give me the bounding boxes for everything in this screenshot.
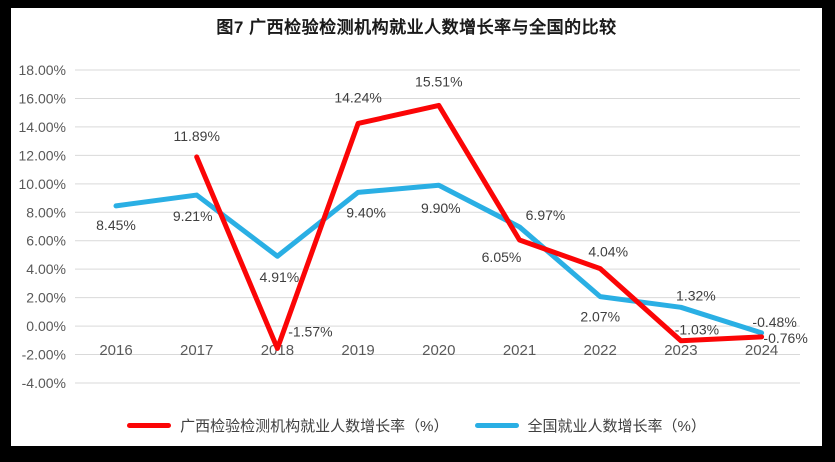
y-axis-tick-label: 4.00% bbox=[26, 261, 66, 277]
data-label: -1.57% bbox=[288, 323, 332, 339]
data-label: 2.07% bbox=[580, 309, 620, 325]
x-axis-category-label: 2019 bbox=[341, 342, 374, 359]
data-label: 15.51% bbox=[415, 73, 462, 89]
legend-entry-guangxi: 广西检验检测机构就业人数增长率（%） bbox=[127, 415, 449, 436]
x-axis-category-label: 2016 bbox=[99, 342, 132, 359]
legend-swatch-guangxi-red-line-icon bbox=[127, 423, 172, 428]
data-label: 1.32% bbox=[676, 287, 716, 303]
data-label: 11.89% bbox=[173, 128, 219, 144]
data-label: 4.91% bbox=[260, 269, 300, 285]
legend-entry-national: 全国就业人数增长率（%） bbox=[474, 415, 706, 436]
y-axis-tick-label: 8.00% bbox=[26, 204, 66, 220]
x-axis-category-label: 2017 bbox=[180, 342, 213, 359]
y-axis-tick-label: 16.00% bbox=[19, 90, 66, 106]
data-label: -0.76% bbox=[763, 330, 807, 346]
data-label: 14.24% bbox=[334, 89, 381, 105]
data-label: 8.45% bbox=[96, 217, 136, 233]
data-label: 9.40% bbox=[346, 204, 386, 220]
y-axis-tick-label: 14.00% bbox=[19, 119, 66, 135]
legend-label-national: 全国就业人数增长率（%） bbox=[527, 418, 706, 435]
y-axis-tick-label: 2.00% bbox=[26, 290, 66, 306]
y-axis-tick-label: 12.00% bbox=[19, 147, 66, 163]
y-axis-tick-label: -2.00% bbox=[22, 347, 66, 363]
y-axis-tick-label: -4.00% bbox=[22, 375, 66, 391]
data-label: -0.48% bbox=[752, 314, 796, 330]
chart-title: 图7 广西检验检测机构就业人数增长率与全国的比较 bbox=[216, 18, 617, 37]
x-axis-category-label: 2023 bbox=[664, 342, 697, 359]
chart-legend: 广西检验检测机构就业人数增长率（%） 全国就业人数增长率（%） bbox=[11, 415, 822, 436]
data-label: 9.21% bbox=[173, 208, 213, 224]
x-axis-category-label: 2021 bbox=[503, 342, 536, 359]
x-axis-category-label: 2024 bbox=[745, 342, 778, 359]
data-label: 4.04% bbox=[588, 244, 628, 260]
legend-label-guangxi: 广西检验检测机构就业人数增长率（%） bbox=[180, 418, 449, 435]
y-axis-tick-label: 18.00% bbox=[19, 62, 66, 78]
y-axis-tick-label: 10.00% bbox=[19, 176, 66, 192]
chart-canvas bbox=[11, 8, 822, 446]
data-label: 9.90% bbox=[421, 200, 461, 216]
data-label: 6.05% bbox=[482, 249, 522, 265]
x-axis-category-label: 2020 bbox=[422, 342, 455, 359]
y-axis-tick-label: 0.00% bbox=[26, 318, 66, 334]
data-label: 6.97% bbox=[526, 207, 566, 223]
series-line-guangxi bbox=[194, 102, 765, 351]
legend-swatch-national-blue-line-icon bbox=[474, 423, 519, 428]
data-label: -1.03% bbox=[675, 322, 719, 338]
y-axis-tick-label: 6.00% bbox=[26, 233, 66, 249]
x-axis-category-label: 2022 bbox=[584, 342, 617, 359]
